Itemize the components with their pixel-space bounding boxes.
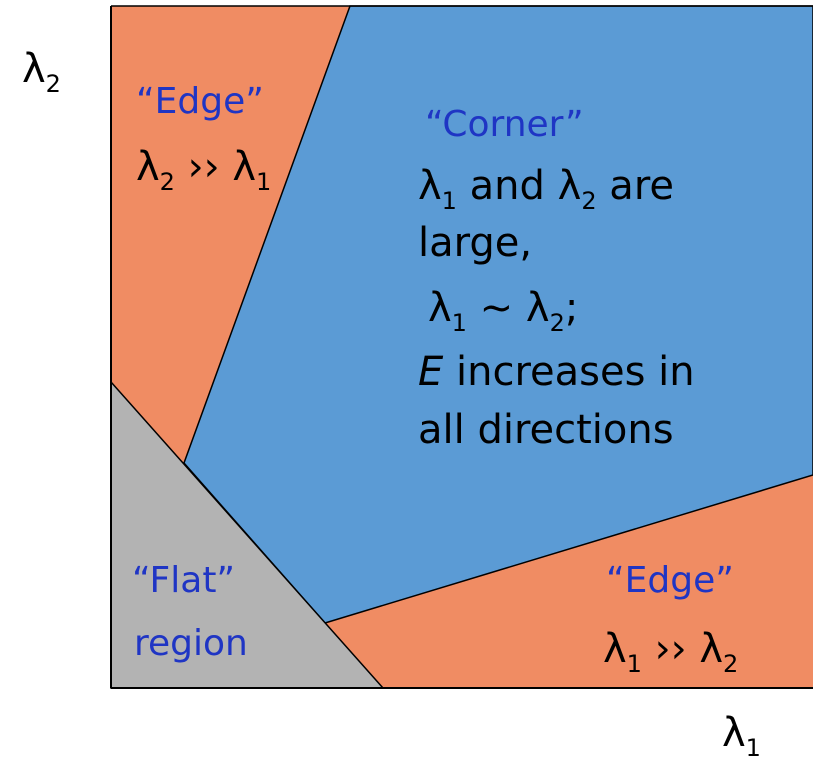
corner-label: “Corner” bbox=[425, 104, 584, 145]
edge-bottom-relation: λ1 ›› λ2 bbox=[603, 626, 738, 678]
edge-top-relation: λ2 ›› λ1 bbox=[136, 144, 271, 196]
flat-label-line-1: “Flat” bbox=[132, 560, 235, 601]
edge-top-label: “Edge” bbox=[136, 81, 264, 122]
flat-label-line-2: region bbox=[134, 623, 248, 664]
x-axis-label: λ1 bbox=[722, 710, 761, 761]
corner-line-2: large, bbox=[418, 220, 532, 266]
corner-line-1: λ1 and λ2 are bbox=[418, 163, 674, 215]
edge-bottom-label: “Edge” bbox=[606, 560, 734, 601]
corner-line-5: all directions bbox=[418, 407, 674, 453]
y-axis-label: λ2 bbox=[22, 46, 61, 98]
corner-line-4: E increases in bbox=[418, 349, 695, 395]
corner-line-3: λ1 ~ λ2; bbox=[428, 285, 578, 337]
